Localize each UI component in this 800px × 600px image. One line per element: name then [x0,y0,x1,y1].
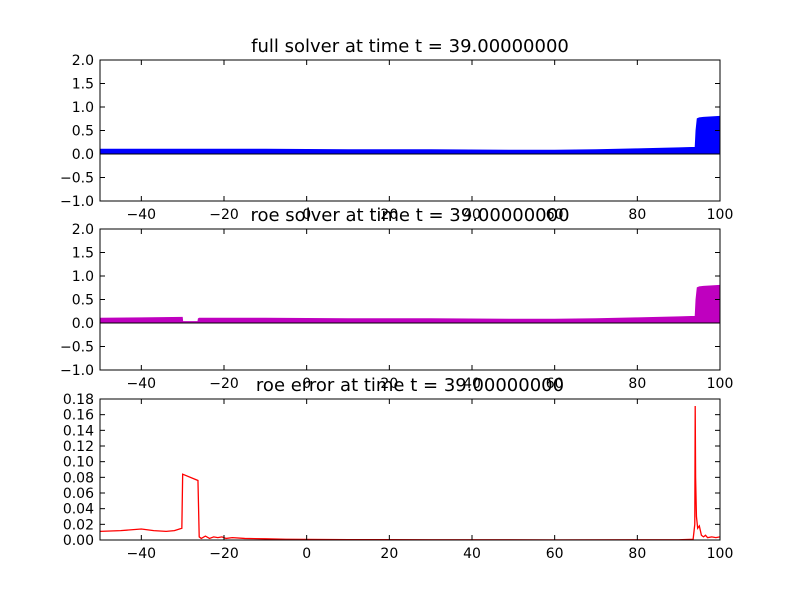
roe-solver-xtick-label: −20 [209,376,239,392]
roe-solver-ytick-label: 2.0 [72,222,94,238]
roe-error-ytick-label: 0.10 [63,455,94,471]
roe-error-ytick-label: 0.18 [63,392,94,408]
panel-roe-solver: −40 −20 0 20 40 60 80 100 −1.0 −0.5 0.0 0.5 1.0 1.5 2.… [60,205,733,392]
full-solver-axes: −40 −20 0 20 40 60 80 100 −1.0 −0.5 0.0 0.5 1.0 1.5 2.… [60,53,733,223]
full-solver-xtick-label: 100 [707,207,734,223]
roe-error-ytick-label: 0.16 [63,408,94,424]
roe-solver-xtick-label: 0 [302,376,311,392]
roe-solver-ytick-label: −0.5 [60,340,94,356]
roe-solver-marks [100,284,720,324]
roe-solver-ytick-label: 0.0 [72,316,94,332]
roe-solver-xtick-label: 60 [546,376,564,392]
full-solver-xtick-label: 0 [302,207,311,223]
roe-error-axes: −40 −20 0 20 40 60 80 1000.000.020.040.060.080.… [63,392,734,562]
roe-solver-xtick-label: 80 [628,376,646,392]
roe-solver-axes: −40 −20 0 20 40 60 80 100 −1.0 −0.5 0.0 0.5 1.0 1.5 2.… [60,222,733,392]
roe-error-ytick-label: 0.12 [63,439,94,455]
full-solver-ytick-label: 0.0 [72,147,94,163]
roe-error-xtick-label: 20 [380,546,398,562]
roe-error-title: roe error at time t = 39.00000000 [256,375,564,396]
roe-solver-ytick-label: −1.0 [60,363,94,379]
roe-error-xtick-label: 60 [546,546,564,562]
full-solver-xtick-label: 20 [380,207,398,223]
roe-solver-xtick-label: 20 [380,376,398,392]
roe-solver-ytick-label: 0.5 [72,293,94,309]
roe-error-ytick-label: 0.00 [63,533,94,549]
full-solver-ytick-label: 0.5 [72,124,94,140]
full-solver-xtick-label: −20 [209,207,239,223]
roe-error-ytick-label: 0.02 [63,517,94,533]
roe-solver-ytick-label: 1.5 [72,246,94,262]
roe-error-xtick-label: 80 [628,546,646,562]
roe-error-xtick-label: 0 [302,546,311,562]
roe-error-ytick-label: 0.04 [63,502,94,518]
roe-error-xtick-label: −20 [209,546,239,562]
roe-error-ytick-label: 0.06 [63,486,94,502]
roe-solver-xtick-label: 40 [463,376,481,392]
full-solver-xtick-label: 60 [546,207,564,223]
roe-error-xtick-label: −40 [127,546,157,562]
full-solver-xtick-label: −40 [127,207,157,223]
roe-error-xtick-label: 40 [463,546,481,562]
full-solver-ytick-label: 1.0 [72,100,94,116]
full-solver-xtick-label: 80 [628,207,646,223]
roe-error-marks [100,406,720,540]
full-solver-marks [100,115,720,155]
panel-full-solver: −40 −20 0 20 40 60 80 100 −1.0 −0.5 0.0 0.5 1.0 1.5 2.… [60,36,733,223]
roe-error-series-0-line [100,406,720,540]
panel-roe-error: −40 −20 0 20 40 60 80 1000.000.020.040.060.080.… [63,375,734,562]
full-solver-ytick-label: 1.5 [72,77,94,93]
roe-solver-ytick-label: 1.0 [72,269,94,285]
roe-error-xtick-label: 100 [707,546,734,562]
full-solver-ytick-label: −1.0 [60,194,94,210]
roe-error-ytick-label: 0.08 [63,470,94,486]
roe-error-ytick-label: 0.14 [63,423,94,439]
roe-solver-xtick-label: 100 [707,376,734,392]
roe-solver-xtick-label: −40 [127,376,157,392]
full-solver-ytick-label: −0.5 [60,171,94,187]
roe-solver-title: roe solver at time t = 39.00000000 [250,205,569,226]
full-solver-xtick-label: 40 [463,207,481,223]
full-solver-title: full solver at time t = 39.00000000 [251,36,569,57]
roe-error-frame [99,398,721,541]
full-solver-ytick-label: 2.0 [72,53,94,69]
